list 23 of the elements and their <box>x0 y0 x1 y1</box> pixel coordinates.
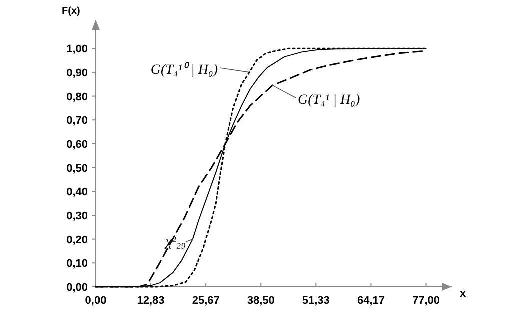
x-tick-label: 12,83 <box>137 295 165 307</box>
x-tick-label: 77,00 <box>412 295 440 307</box>
y-tick-label: 0,00 <box>66 282 88 294</box>
y-axis-title: F(x) <box>62 6 80 17</box>
x-tick-label: 51,33 <box>302 295 330 307</box>
series-label: G(T₄¹⁰ | H₀) <box>150 62 218 78</box>
x-tick-label: 0,00 <box>85 295 107 307</box>
y-tick-label: 1,00 <box>66 44 88 56</box>
x-axis-title: x <box>460 288 467 300</box>
series-label: G(T₄¹ | H₀) <box>298 93 360 108</box>
x-tick-label: 25,67 <box>192 295 220 307</box>
y-tick-label: 0,60 <box>66 138 88 151</box>
y-tick-label: 0,40 <box>66 186 88 199</box>
y-tick-label: 0,90 <box>66 67 88 80</box>
series-label: χ²₂₉ <box>164 235 186 250</box>
x-tick-label: 38,50 <box>247 295 275 307</box>
x-tick-label: 64,17 <box>357 295 385 307</box>
y-tick-label: 0,80 <box>66 91 88 104</box>
y-tick-label: 0,30 <box>66 210 88 222</box>
y-tick-label: 0,50 <box>66 162 88 175</box>
y-tick-label: 0,10 <box>66 258 88 270</box>
y-tick-label: 0,70 <box>66 115 88 128</box>
y-tick-label: 0,20 <box>66 234 88 246</box>
